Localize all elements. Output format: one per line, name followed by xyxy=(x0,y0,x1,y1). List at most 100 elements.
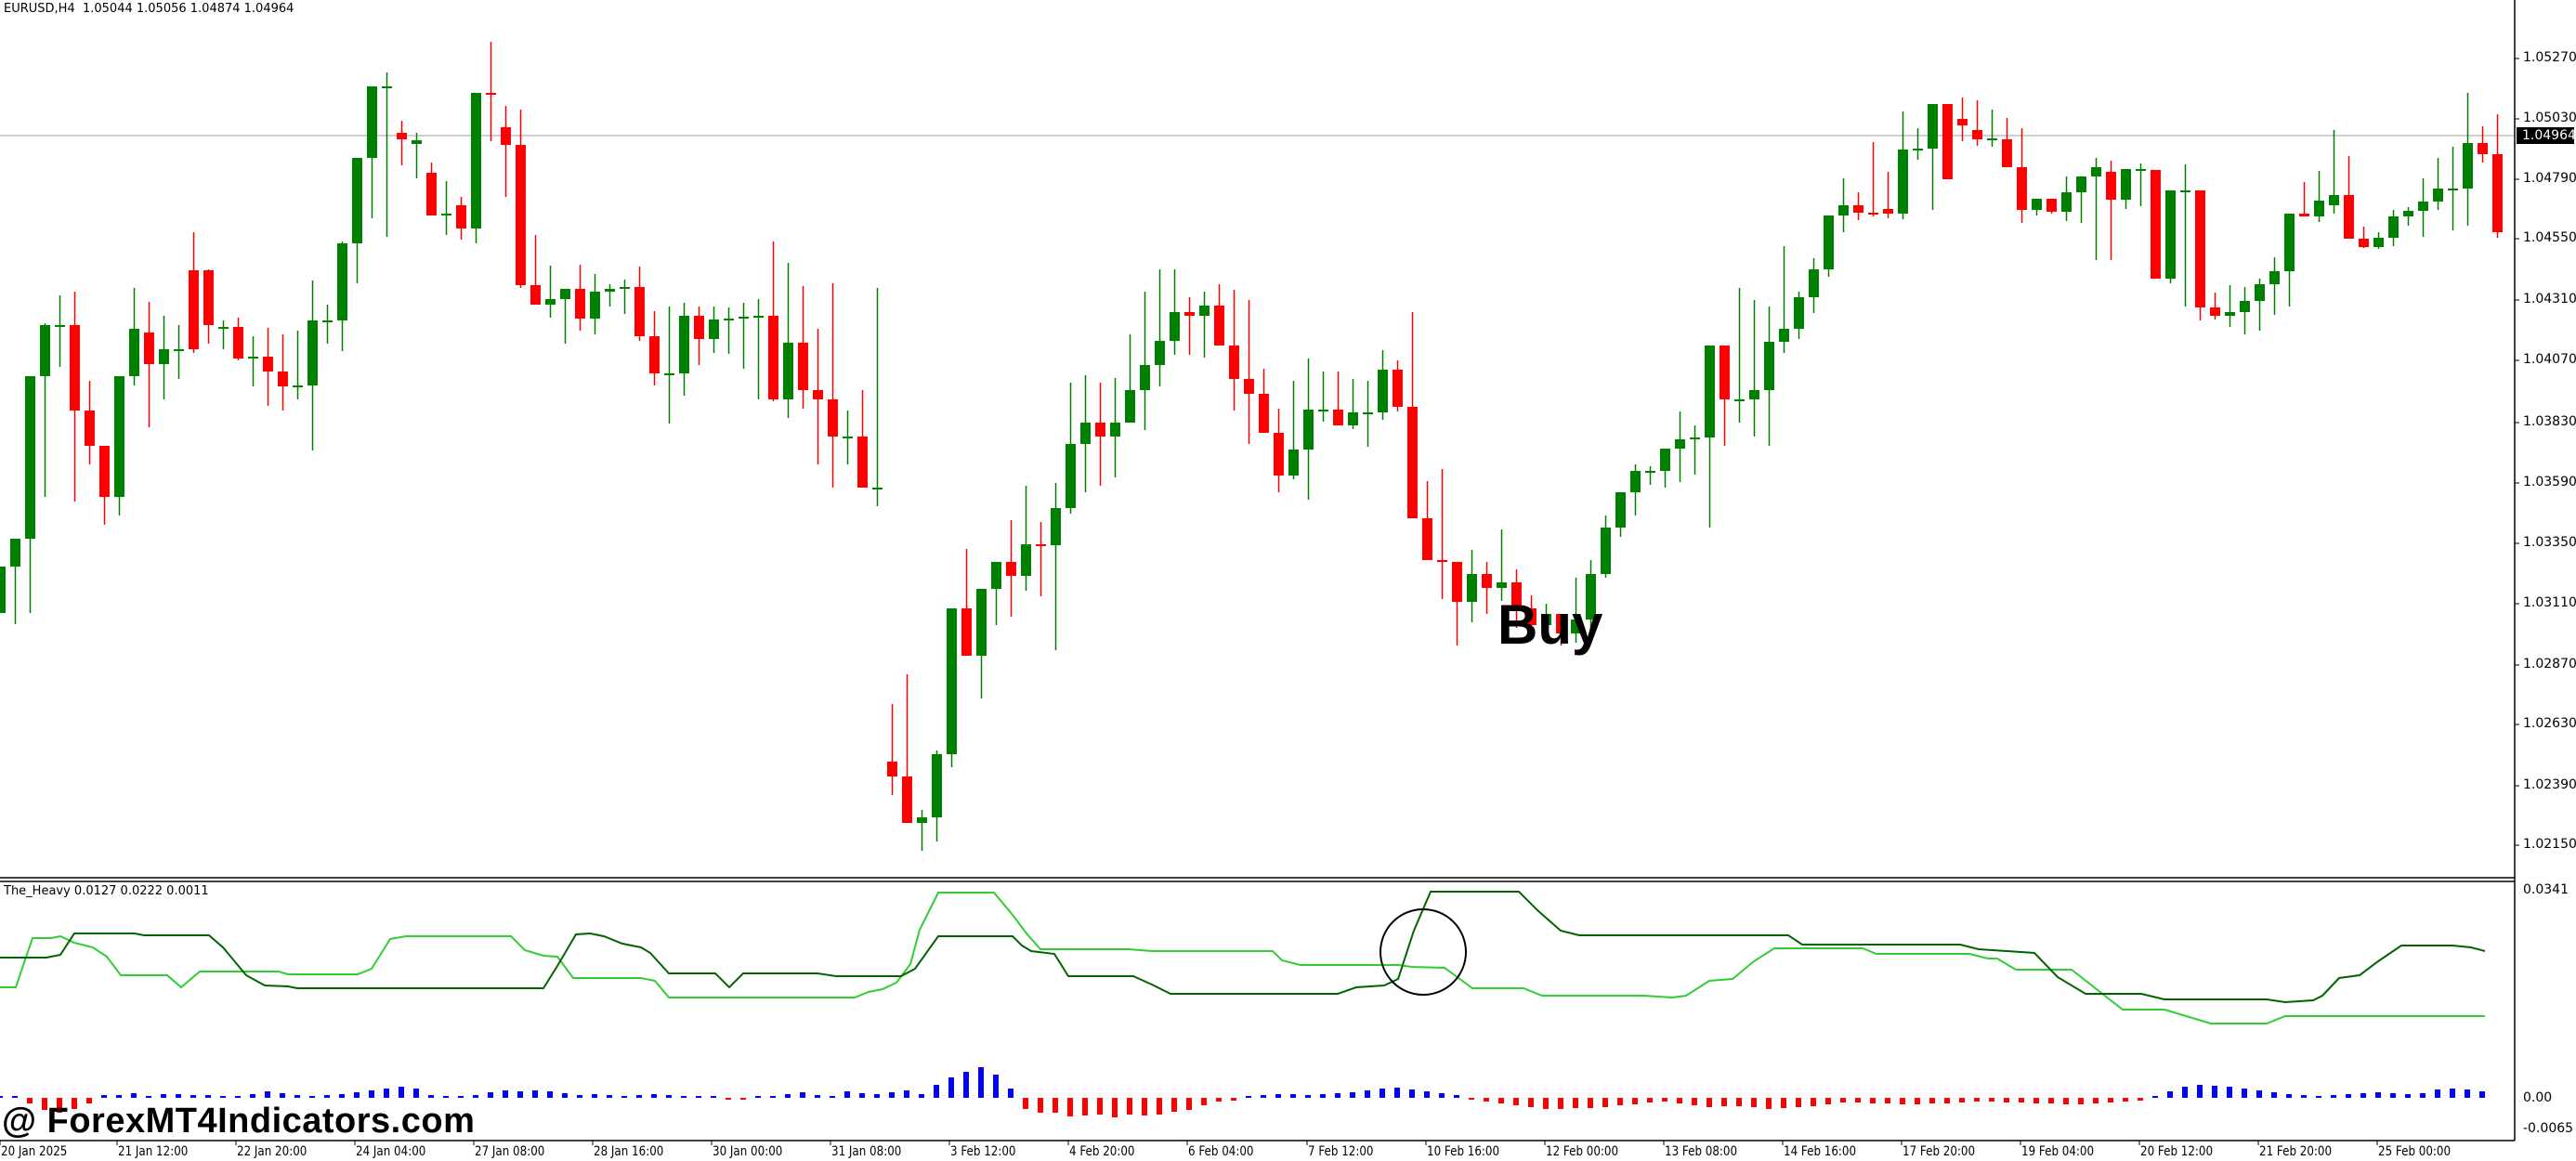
candle xyxy=(2433,158,2443,210)
histogram-bar xyxy=(815,1095,820,1098)
candle xyxy=(902,674,912,823)
candle xyxy=(1838,178,1849,232)
candle xyxy=(1645,466,1655,485)
histogram-bar xyxy=(1528,1098,1534,1107)
time-axis-label: 31 Jan 08:00 xyxy=(831,1144,902,1159)
candle xyxy=(2032,199,2042,215)
candle xyxy=(99,446,110,525)
candle xyxy=(1853,192,1863,220)
candle xyxy=(367,86,377,218)
indicator-axis-top: 0.0341 xyxy=(2523,882,2569,897)
histogram-bar xyxy=(1915,1098,1920,1104)
histogram-bar xyxy=(1558,1098,1563,1109)
histogram-bar xyxy=(488,1092,493,1098)
candle xyxy=(1036,522,1046,596)
candle xyxy=(634,267,645,341)
candle xyxy=(2136,163,2146,206)
histogram-bar xyxy=(324,1095,330,1098)
histogram-bar xyxy=(2182,1087,2188,1098)
indicator-histogram xyxy=(0,1067,2485,1117)
candle xyxy=(159,316,169,399)
time-axis-label: 22 Jan 20:00 xyxy=(237,1144,307,1159)
candle xyxy=(382,72,392,237)
candle xyxy=(2210,293,2220,320)
candle xyxy=(2448,147,2458,230)
histogram-bar xyxy=(2019,1098,2024,1102)
candle xyxy=(1957,98,1968,141)
time-axis-label: 20 Jan 2025 xyxy=(1,1144,68,1159)
price-axis-label: 1.03830 xyxy=(2523,414,2576,429)
histogram-bar xyxy=(1513,1098,1519,1105)
candle xyxy=(1467,550,1477,622)
price-axis-label: 1.05270 xyxy=(2523,50,2576,65)
candle xyxy=(620,280,630,314)
histogram-bar xyxy=(1246,1096,1251,1098)
candle xyxy=(1809,258,1819,313)
histogram-bar xyxy=(2316,1096,2321,1098)
histogram-bar xyxy=(770,1096,776,1098)
histogram-bar xyxy=(2048,1098,2054,1103)
candle xyxy=(1764,307,1774,446)
candle xyxy=(2403,207,2413,226)
candle xyxy=(2255,279,2265,331)
candle xyxy=(218,320,229,349)
candle xyxy=(1006,520,1016,617)
candle xyxy=(530,235,541,305)
candle xyxy=(2269,257,2280,315)
histogram-bar xyxy=(458,1096,464,1098)
candle xyxy=(2388,210,2399,246)
histogram-bar xyxy=(1543,1098,1549,1109)
histogram-bar xyxy=(1112,1098,1118,1117)
histogram-bar xyxy=(1677,1098,1682,1103)
histogram-bar xyxy=(844,1091,850,1098)
candle xyxy=(783,263,793,418)
histogram-bar xyxy=(2301,1095,2307,1098)
histogram-bar xyxy=(2331,1095,2336,1098)
histogram-bar xyxy=(1632,1098,1638,1104)
candle xyxy=(976,589,987,698)
histogram-bar xyxy=(1439,1093,1445,1098)
histogram-bar xyxy=(1394,1088,1400,1098)
candle xyxy=(649,311,660,385)
histogram-bar xyxy=(57,1098,62,1113)
histogram-bar xyxy=(86,1098,92,1103)
histogram-bar xyxy=(2390,1093,2396,1098)
candle xyxy=(1184,297,1195,355)
histogram-bar xyxy=(636,1095,642,1098)
histogram-bar xyxy=(934,1085,939,1098)
candle xyxy=(1393,360,1403,411)
histogram-bar xyxy=(294,1095,300,1098)
price-axis-label: 1.02150 xyxy=(2523,837,2576,852)
candle xyxy=(233,318,243,360)
histogram-bar xyxy=(1929,1098,1935,1103)
price-axis-label: 1.02630 xyxy=(2523,716,2576,731)
candle xyxy=(1824,215,1834,277)
candle xyxy=(2359,227,2369,248)
histogram-bar xyxy=(1320,1094,1326,1098)
candle xyxy=(560,289,570,344)
candle xyxy=(1794,292,1804,339)
price-axis-label: 1.04310 xyxy=(2523,292,2576,307)
histogram-bar xyxy=(1617,1098,1623,1105)
histogram-bar xyxy=(399,1087,404,1098)
histogram-bar xyxy=(354,1092,360,1098)
candle xyxy=(322,305,333,344)
histogram-bar xyxy=(859,1093,865,1098)
histogram-bar xyxy=(2465,1089,2470,1098)
candle xyxy=(144,302,154,427)
histogram-bar xyxy=(2093,1098,2099,1103)
histogram-bar xyxy=(2212,1086,2217,1098)
candle xyxy=(263,328,273,406)
histogram-bar xyxy=(1350,1092,1355,1098)
candle xyxy=(516,110,526,288)
candle xyxy=(0,567,6,613)
histogram-bar xyxy=(101,1095,107,1098)
histogram-bar xyxy=(1736,1098,1742,1106)
histogram-bar xyxy=(711,1096,716,1098)
histogram-bar xyxy=(220,1096,226,1098)
time-axis-label: 14 Feb 16:00 xyxy=(1784,1144,1857,1159)
histogram-bar xyxy=(993,1075,999,1098)
candle xyxy=(2180,164,2190,307)
